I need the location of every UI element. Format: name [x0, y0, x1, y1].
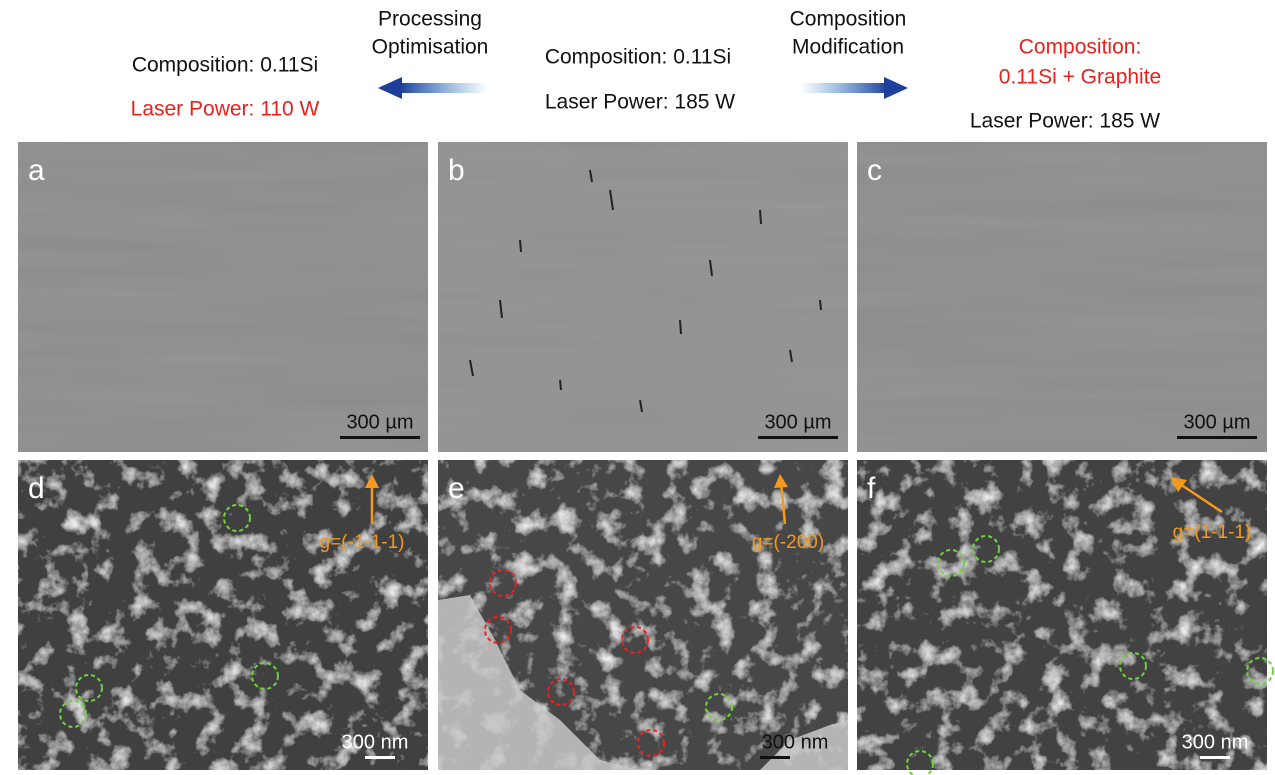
scale-bar-label: 300 nm [1182, 731, 1249, 753]
right-composition: Composition: [1019, 36, 1142, 59]
panel-f: f g=(1-1-1) 300 nm [857, 460, 1274, 775]
panel-label: f [867, 472, 876, 505]
center-composition: Composition: 0.11Si [545, 46, 731, 69]
panel-label: e [448, 472, 465, 505]
panel-a: a 300 µm [18, 142, 428, 452]
scale-bar-label: 300 nm [342, 731, 409, 753]
annotation: g=(-1-1-1) [320, 532, 405, 553]
panel-b: b 300 µm [438, 142, 848, 452]
scale-bar-label: 300 µm [346, 411, 413, 433]
annotation: g=(1-1-1) [1173, 522, 1252, 543]
right-laser-power: Laser Power: 185 W [970, 110, 1160, 133]
arrow-right-label: Composition [790, 8, 907, 31]
panel-e: e g=(-200) 300 nm [438, 460, 848, 770]
left-composition: Composition: 0.11Si [132, 54, 318, 77]
panel-label: c [867, 154, 882, 187]
arrow-left-label: Optimisation [372, 36, 489, 59]
scale-bar-label: 300 µm [1183, 411, 1250, 433]
center-laser-power: Laser Power: 185 W [545, 91, 735, 114]
scale-bar-label: 300 µm [764, 411, 831, 433]
panel-label: d [28, 472, 45, 505]
panel-d: d g=(-1-1-1) 300 nm [18, 460, 428, 770]
right-composition: 0.11Si + Graphite [999, 66, 1161, 89]
arrow-right-label: Modification [792, 36, 904, 59]
annotation: g=(-200) [752, 532, 824, 553]
panel-c: c 300 µm [857, 142, 1267, 452]
panel-label: b [448, 154, 465, 187]
arrow-left [378, 77, 488, 99]
arrow-left-label: Processing [378, 8, 482, 31]
panel-label: a [28, 154, 45, 187]
arrow-right [800, 77, 908, 99]
left-laser-power: Laser Power: 110 W [131, 98, 320, 121]
scale-bar-label: 300 nm [762, 731, 829, 753]
